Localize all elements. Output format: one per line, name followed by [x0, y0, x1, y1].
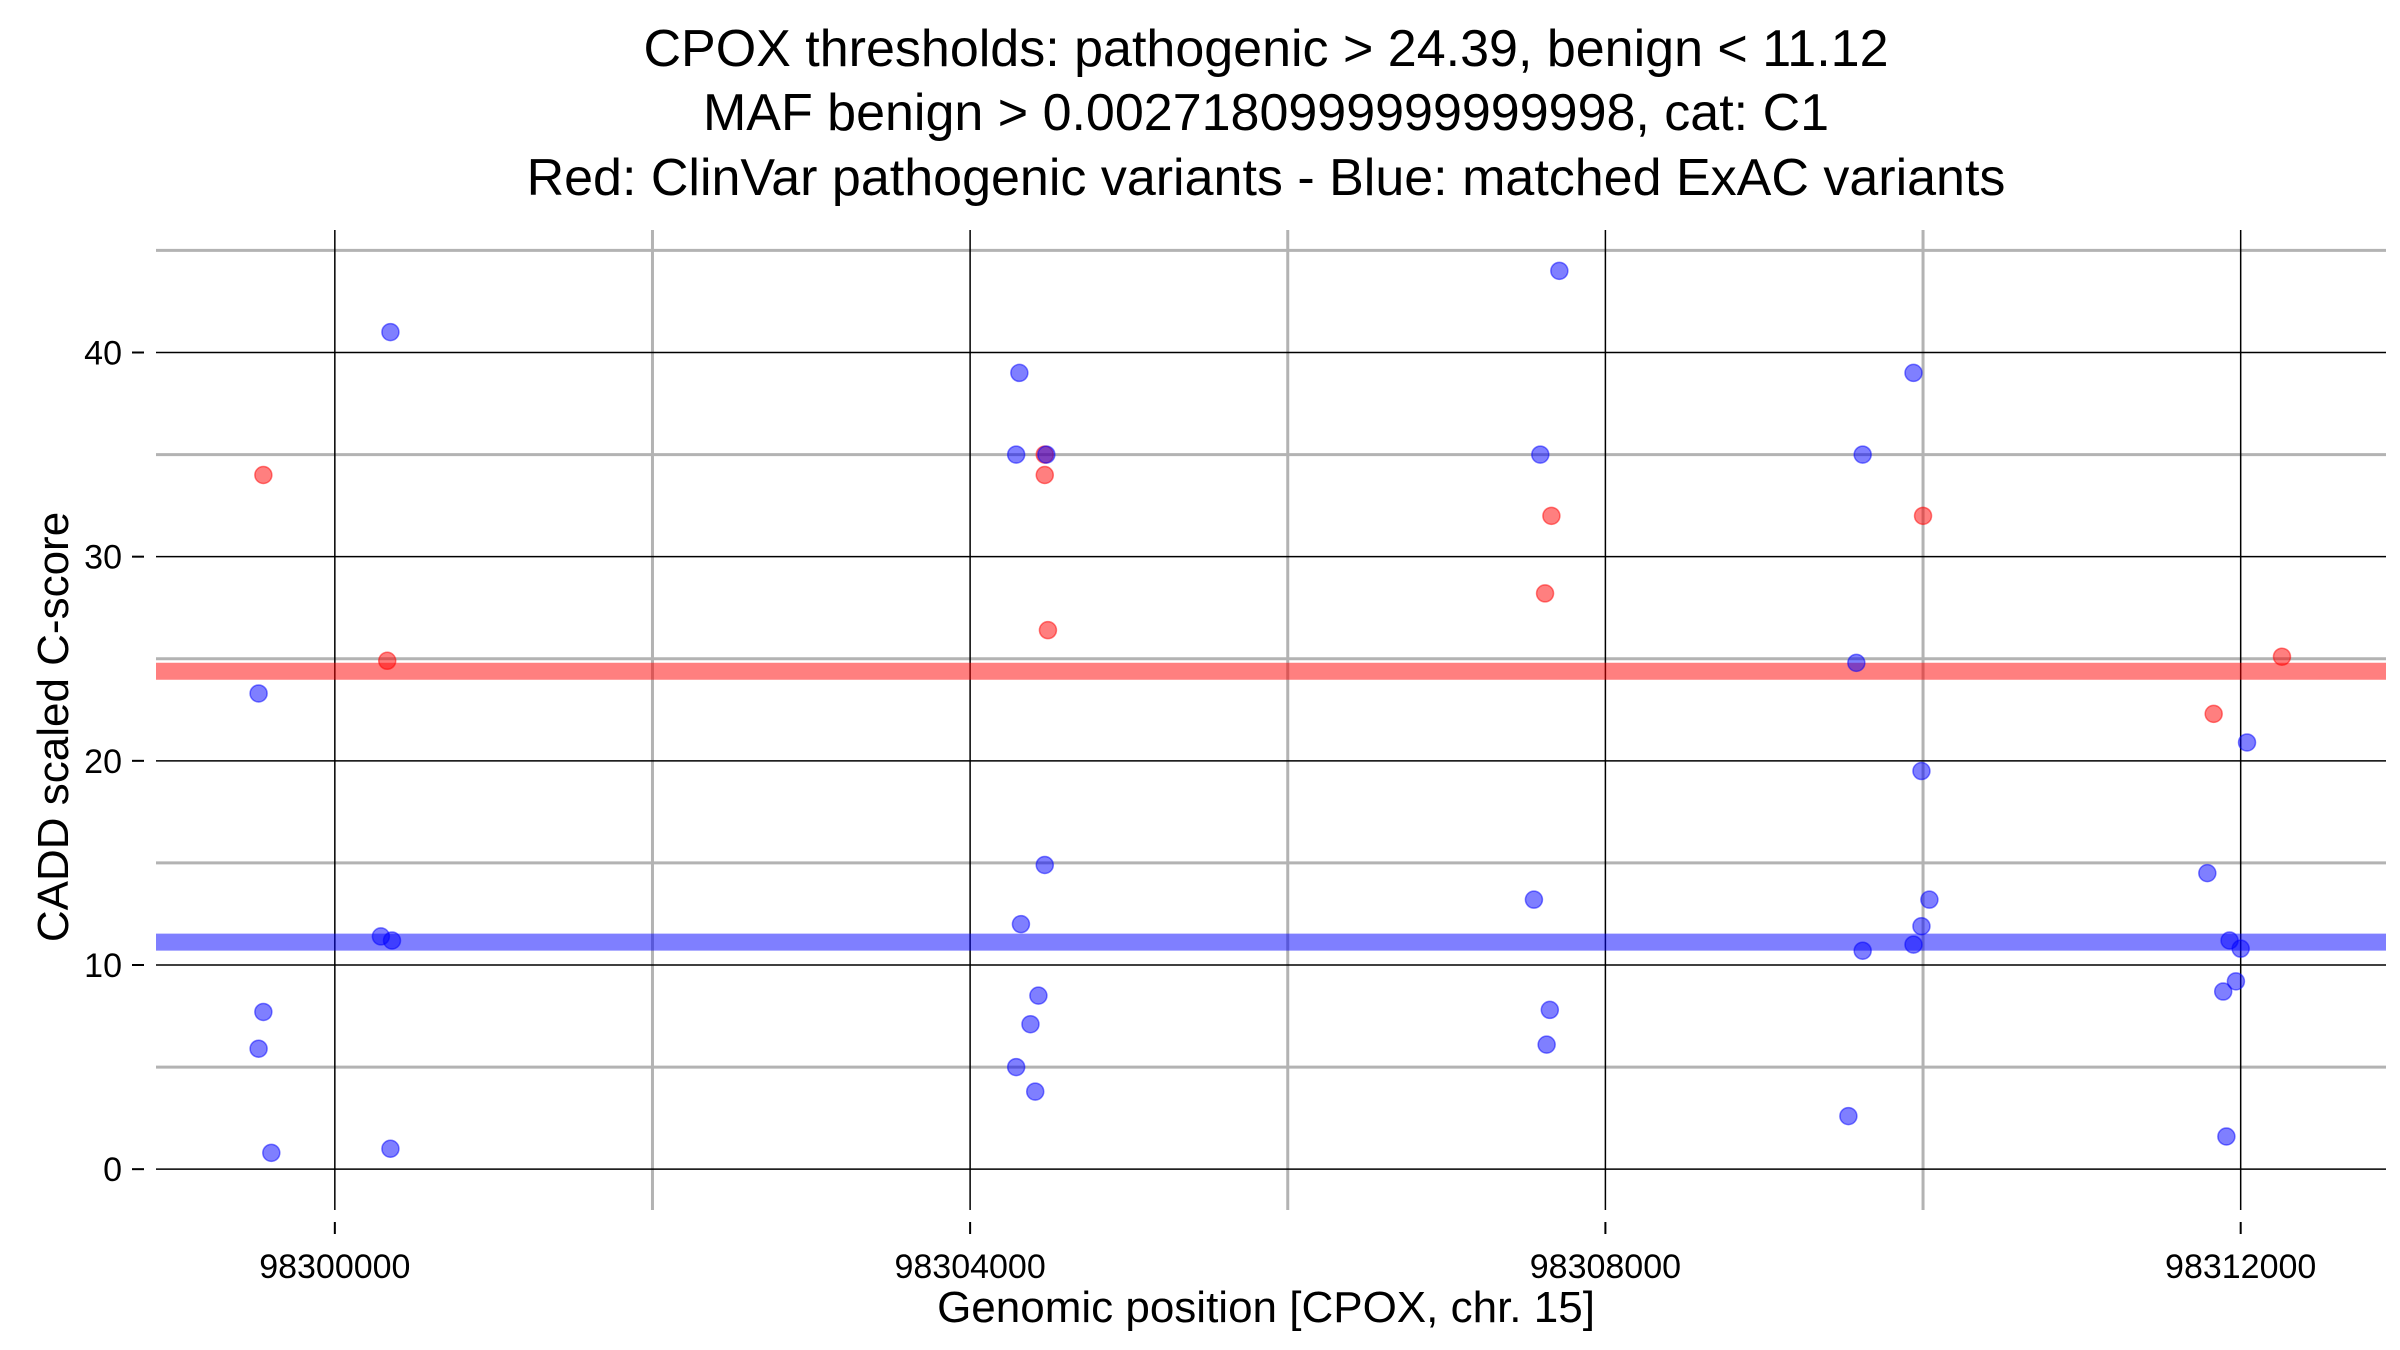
y-tick-label: 30 — [84, 539, 122, 577]
major-gridlines — [156, 230, 2386, 1210]
y-tick-label: 20 — [84, 743, 122, 781]
exac-matched-point — [2237, 733, 2257, 752]
exac-matched-point — [1920, 890, 1939, 909]
tick-labels: 98300000 98304000 98308000 98312000 0 10 20 30 4… — [84, 335, 2316, 1287]
exac-matched-point — [1531, 445, 1550, 464]
exac-matched-point — [1025, 1082, 1045, 1101]
exac-matched-point — [1010, 363, 1029, 383]
exac-matched-point — [2213, 982, 2233, 1001]
exac-matched-point — [2217, 1127, 2236, 1146]
x-tick-label: 98300000 — [259, 1248, 410, 1286]
exac-matched-point — [1550, 261, 1569, 281]
exac-matched-point — [382, 931, 402, 950]
clinvar-pathogenic-point — [2204, 704, 2223, 724]
axes — [132, 351, 2242, 1234]
exac-matched-point — [2231, 939, 2250, 958]
exac-matched-point — [381, 322, 400, 342]
y-tick-label: 0 — [103, 1151, 122, 1189]
exac-matched-point — [1540, 1000, 1560, 1020]
exac-matched-point — [249, 1039, 268, 1058]
exac-matched-point — [381, 1139, 400, 1158]
exac-matched-point — [1011, 914, 1031, 934]
exac-matched-point — [1021, 1014, 1040, 1034]
x-tick-label: 98304000 — [894, 1248, 1045, 1286]
exac-matched-point — [1912, 916, 1931, 936]
exac-matched-point — [1847, 653, 1866, 673]
exac-matched-point — [1029, 986, 1048, 1005]
clinvar-pathogenic-point — [1913, 506, 1933, 526]
y-axis-label: CADD scaled C-score — [29, 512, 78, 942]
exac-matched-point — [1006, 445, 1026, 464]
y-tick-label: 40 — [84, 335, 122, 373]
x-tick-label: 98308000 — [1530, 1248, 1681, 1286]
data-points — [249, 261, 2292, 1163]
exac-matched-point — [1006, 1057, 1026, 1077]
exac-matched-point — [1853, 445, 1872, 464]
clinvar-pathogenic-point — [1038, 620, 1058, 640]
clinvar-pathogenic-point — [254, 465, 273, 485]
chart-title-line-1: CPOX thresholds: pathogenic > 24.39, ben… — [643, 20, 1888, 78]
exac-matched-point — [262, 1143, 281, 1163]
exac-matched-point — [1537, 1035, 1556, 1054]
clinvar-pathogenic-point — [377, 651, 397, 671]
exac-matched-point — [1904, 363, 1923, 383]
exac-matched-point — [2226, 972, 2246, 991]
exac-matched-point — [1035, 855, 1055, 875]
exac-matched-point — [2198, 863, 2217, 883]
x-axis-label: Genomic position [CPOX, chr. 15] — [937, 1283, 1595, 1332]
exac-matched-point — [1037, 445, 1056, 464]
chart-title-line-3: Red: ClinVar pathogenic variants - Blue:… — [527, 149, 2006, 207]
clinvar-pathogenic-point — [2272, 647, 2292, 666]
exac-matched-point — [1853, 941, 1872, 960]
y-tick-label: 10 — [84, 947, 122, 985]
clinvar-pathogenic-point — [1035, 465, 1055, 485]
exac-matched-point — [1904, 935, 1923, 954]
x-tick-label: 98312000 — [2165, 1248, 2316, 1286]
exac-matched-point — [254, 1002, 273, 1022]
minor-gridlines — [156, 230, 2386, 1210]
exac-matched-point — [1912, 761, 1931, 781]
chart-title-line-2: MAF benign > 0.0027180999999999998, cat:… — [703, 84, 1829, 142]
clinvar-pathogenic-point — [1542, 506, 1561, 526]
exac-matched-point — [1839, 1106, 1858, 1126]
clinvar-pathogenic-point — [1535, 584, 1555, 603]
threshold-lines — [156, 662, 2386, 951]
exac-matched-point — [1524, 890, 1544, 909]
exac-matched-point — [249, 684, 268, 703]
